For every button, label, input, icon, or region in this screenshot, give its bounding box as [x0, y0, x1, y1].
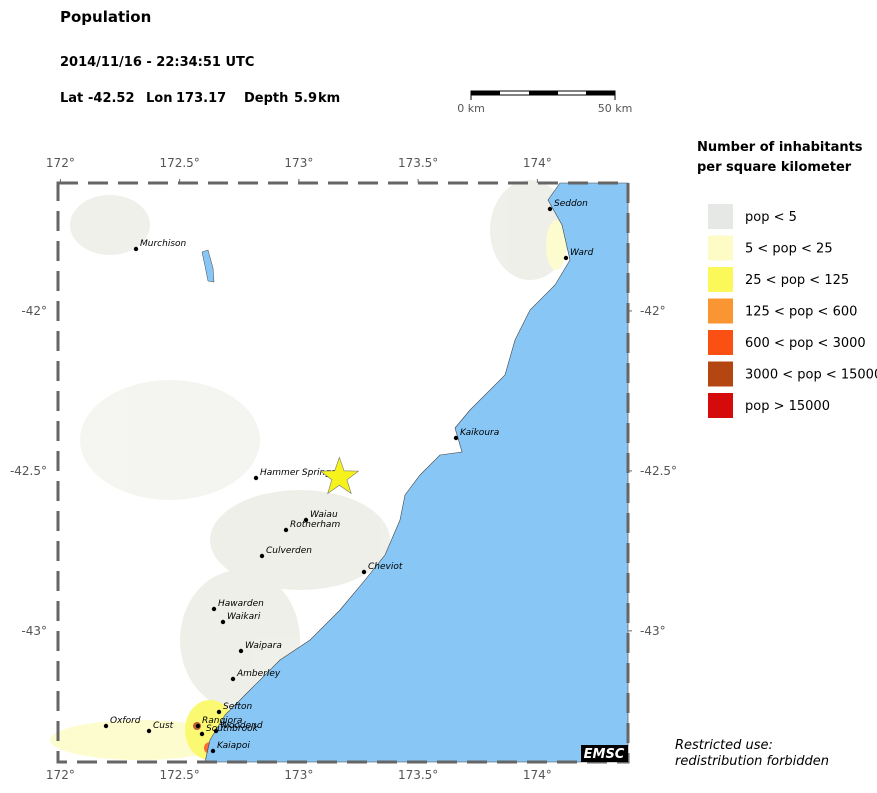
x-tick-label: 173° — [284, 768, 313, 782]
lat-label: Lat — [60, 91, 83, 106]
town-label: Rangiora — [202, 716, 242, 726]
lake — [201, 249, 215, 283]
y-tick-label: -43° — [21, 624, 47, 638]
town-dot — [211, 606, 217, 612]
scale-label: 0 km — [457, 102, 485, 115]
sea — [204, 182, 629, 763]
legend-title: Number of inhabitants — [697, 140, 863, 155]
town-label: Hawarden — [218, 599, 264, 609]
datetime: 2014/11/16 - 22:34:51 UTC — [60, 55, 254, 70]
map: EMSC Seddon Ward Murchison Kaikoura Hammer S… — [50, 180, 630, 764]
legend-swatch — [708, 393, 733, 418]
legend-swatch — [708, 361, 733, 387]
lon-label: Lon — [146, 91, 172, 106]
town-dot — [283, 527, 289, 533]
y-tick-label: -42° — [640, 304, 666, 318]
population-patches — [50, 180, 570, 760]
footer: Restricted use: — [675, 738, 773, 753]
town-label: Cheviot — [368, 562, 403, 572]
town-dot — [213, 728, 219, 734]
town-dot — [361, 569, 367, 575]
depth-value: 5.9 — [294, 91, 317, 106]
frame — [56, 181, 630, 764]
scale-seg — [529, 91, 558, 95]
town-dot — [133, 246, 139, 252]
x-tick-label: 173.5° — [398, 768, 438, 782]
x-tick-label: 172° — [46, 768, 75, 782]
legend-label: 125 < pop < 600 — [745, 305, 857, 320]
town-label: Seddon — [554, 199, 588, 209]
town-dot — [453, 435, 459, 441]
y-tick-label: -43° — [640, 624, 666, 638]
legend-swatch — [708, 235, 733, 261]
x-tick-label: 174° — [523, 156, 552, 170]
town-label: Ward — [570, 248, 594, 258]
logo: EMSC — [584, 747, 625, 762]
town-label: Waipara — [245, 641, 282, 651]
town-dot — [199, 731, 205, 737]
town-dot — [253, 475, 259, 481]
legend-label: 3000 < pop < 15000 — [745, 368, 877, 383]
y-tick-label: -42.5° — [10, 464, 47, 478]
lon-value: 173.17 — [176, 91, 226, 106]
x-tick-label: 173° — [284, 156, 313, 170]
town-dot — [303, 517, 309, 523]
x-tick-label: 172.5° — [159, 768, 199, 782]
y-tick-label: -42° — [21, 304, 47, 318]
town-label: Amberley — [236, 669, 281, 679]
legend-swatch — [708, 204, 733, 229]
logo-bg — [581, 745, 628, 762]
town-label: Waiau — [310, 510, 338, 520]
footer: redistribution forbidden — [675, 754, 829, 769]
town-dot — [259, 553, 265, 559]
scale-seg — [471, 91, 500, 95]
town-dot — [220, 619, 226, 625]
town-dot — [210, 748, 216, 754]
epicenter — [319, 456, 360, 495]
legend-title: per square kilometer — [697, 160, 852, 175]
town-label: Cust — [153, 721, 174, 731]
legend-swatch — [708, 298, 733, 324]
legend-swatch — [708, 267, 733, 292]
town-label: Woodend — [220, 721, 263, 731]
town-label: Sefton — [223, 702, 252, 712]
town-label: Waikari — [227, 612, 261, 622]
town-label: Kaikoura — [460, 428, 499, 438]
town-dot — [103, 723, 109, 729]
town-dot — [563, 255, 569, 261]
town-dot — [195, 723, 201, 729]
town-label: Culverden — [266, 546, 312, 556]
legend-label: 25 < pop < 125 — [745, 273, 849, 288]
town-label: Southbrook — [206, 724, 259, 734]
depth-unit: km — [318, 91, 340, 106]
legend-swatch — [708, 330, 733, 355]
town-dot — [547, 206, 553, 212]
scale-label: 50 km — [598, 102, 633, 115]
y-tick-label: -42.5° — [640, 464, 677, 478]
legend-label: 5 < pop < 25 — [745, 242, 833, 257]
scale-seg — [586, 91, 615, 95]
x-tick-label: 172.5° — [159, 156, 199, 170]
town-label: Murchison — [140, 239, 187, 249]
town-dot — [216, 709, 222, 715]
town-label: Oxford — [110, 716, 141, 726]
lat-value: -42.52 — [88, 91, 135, 106]
legend-label: pop < 5 — [745, 210, 797, 225]
town-label: Rotherham — [290, 520, 340, 530]
scale-bar — [470, 90, 616, 96]
legend-label: pop > 15000 — [745, 399, 830, 414]
town-label: Kaiapoi — [217, 741, 250, 751]
town-label: Hammer Springs — [260, 468, 336, 478]
x-tick-label: 174° — [523, 768, 552, 782]
title: Population — [60, 8, 151, 26]
town-dot — [146, 728, 152, 734]
legend-label: 600 < pop < 3000 — [745, 336, 866, 351]
x-tick-label: 172° — [46, 156, 75, 170]
town-dot — [230, 676, 236, 682]
depth-label: Depth — [244, 91, 288, 106]
x-tick-label: 173.5° — [398, 156, 438, 170]
town-dot — [238, 648, 244, 654]
